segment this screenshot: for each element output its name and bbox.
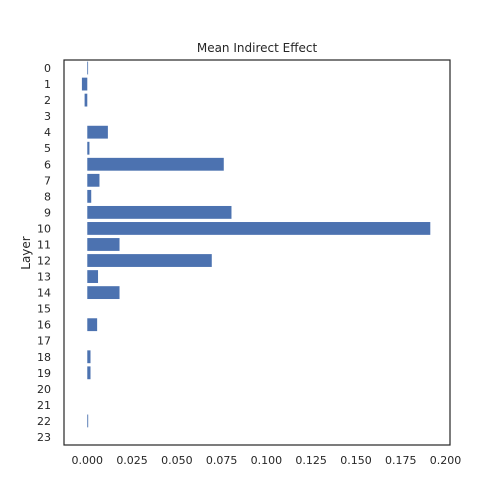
- bar-layer-4: [87, 125, 108, 139]
- y-tick-label: 22: [37, 415, 51, 428]
- y-axis-label: Layer: [19, 236, 33, 270]
- bar-layer-6: [87, 157, 224, 171]
- plot-frame: [63, 59, 451, 446]
- y-tick-label: 12: [37, 255, 51, 268]
- x-tick-label: 0.150: [340, 454, 372, 467]
- bar-layer-5: [87, 141, 90, 155]
- bar-layer-2: [84, 93, 88, 107]
- chart-title: Mean Indirect Effect: [197, 41, 318, 55]
- y-tick-label: 9: [44, 206, 51, 219]
- y-tick-label: 18: [37, 351, 51, 364]
- y-tick-label: 1: [44, 78, 51, 91]
- x-tick-label: 0.050: [161, 454, 193, 467]
- bar-layer-8: [87, 189, 92, 203]
- y-tick-label: 14: [37, 287, 51, 300]
- y-tick-label: 16: [37, 319, 51, 332]
- x-tick-label: 0.200: [430, 454, 462, 467]
- y-tick-label: 6: [44, 158, 51, 171]
- y-tick-label: 8: [44, 190, 51, 203]
- bar-layer-18: [87, 350, 91, 364]
- y-tick-label: 21: [37, 399, 51, 412]
- bar-layer-14: [87, 286, 120, 300]
- x-tick-label: 0.025: [116, 454, 148, 467]
- bar-layer-16: [87, 318, 98, 332]
- y-tick-label: 23: [37, 431, 51, 444]
- y-tick-label: 0: [44, 62, 51, 75]
- bar-layer-1: [81, 77, 88, 91]
- bar-layer-19: [87, 366, 91, 380]
- y-tick-label: 19: [37, 367, 51, 380]
- bars-group: [81, 61, 431, 428]
- x-tick-label: 0.075: [206, 454, 238, 467]
- y-tick-label: 3: [44, 110, 51, 123]
- y-tick-label: 15: [37, 303, 51, 316]
- x-tick-label: 0.125: [295, 454, 327, 467]
- bar-layer-0: [87, 61, 89, 75]
- y-tick-label: 17: [37, 335, 51, 348]
- x-tick-label: 0.100: [251, 454, 283, 467]
- y-tick-label: 4: [44, 126, 51, 139]
- x-tick-label: 0.175: [385, 454, 417, 467]
- y-tick-label: 5: [44, 142, 51, 155]
- bar-layer-9: [87, 205, 232, 219]
- y-tick-label: 11: [37, 238, 51, 251]
- y-tick-label: 20: [37, 383, 51, 396]
- bar-layer-11: [87, 238, 120, 251]
- y-tick-label: 10: [37, 222, 51, 235]
- bar-layer-13: [87, 270, 99, 283]
- y-tick-label: 2: [44, 94, 51, 107]
- y-tick-label: 13: [37, 271, 51, 284]
- bar-layer-10: [87, 222, 431, 235]
- bar-layer-7: [87, 173, 100, 187]
- x-tick-labels: 0.000 0.025 0.050 0.075 0.100 0.125 0.150 0.175…: [72, 454, 462, 467]
- y-tick-label: 7: [44, 174, 51, 187]
- bar-layer-12: [87, 254, 212, 267]
- x-tick-label: 0.000: [72, 454, 104, 467]
- bar-layer-22: [87, 414, 89, 428]
